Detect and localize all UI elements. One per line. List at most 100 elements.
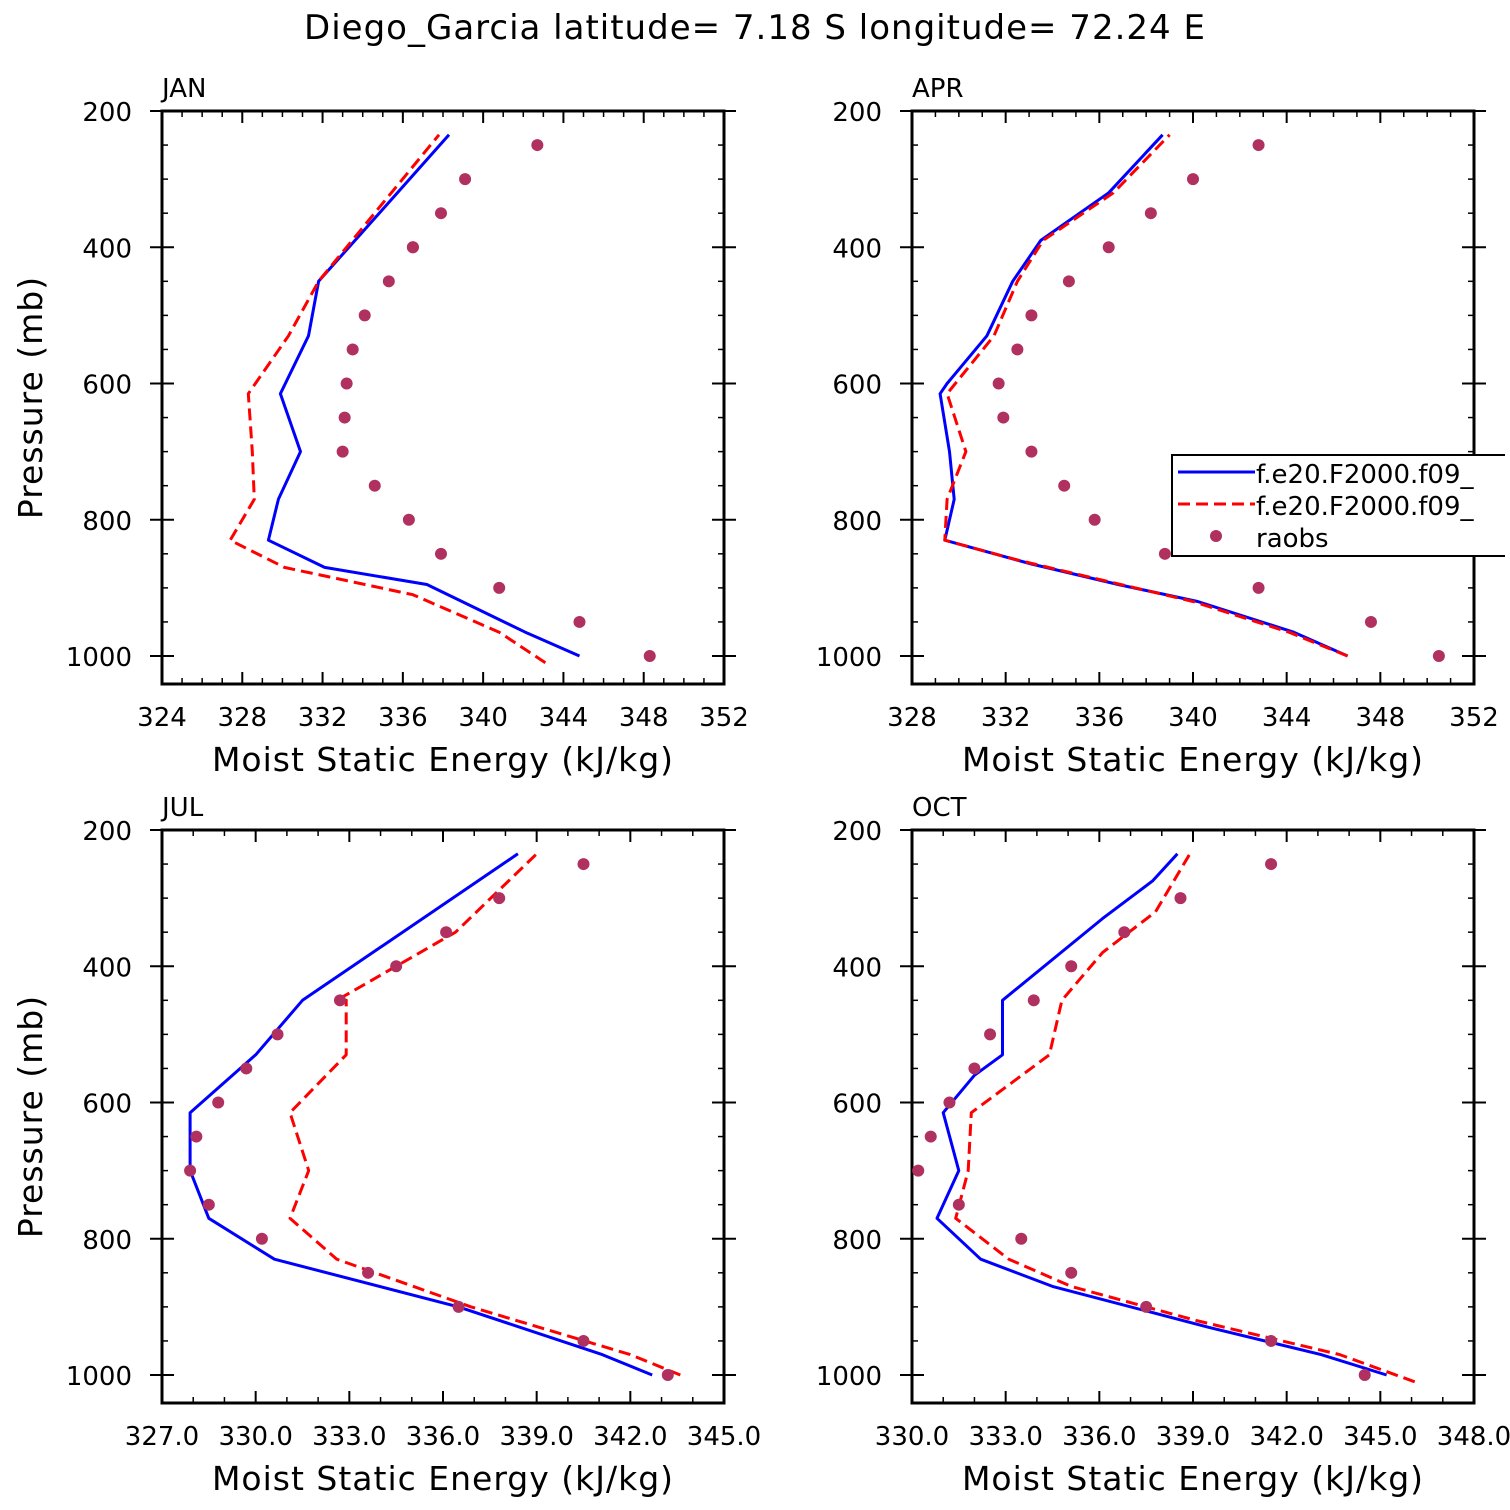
panel-oct: 330.0 333.0 336.0 339.0 342.0 345.0 348.0 200 40… [816, 793, 1510, 1498]
y-tick-label: 600 [832, 1090, 882, 1120]
raobs-point [1025, 309, 1038, 322]
raobs-point [362, 1266, 375, 1279]
raobs-point [1015, 1232, 1028, 1245]
raobs-point [493, 892, 506, 905]
raobs-point [1011, 343, 1024, 356]
legend-label-case1: f.e20.F2000.f09_ [1256, 460, 1474, 490]
y-axis-label: Pressure (mb) [11, 995, 50, 1238]
case1-line [935, 852, 1388, 1377]
x-tick-label: 339.0 [1156, 1422, 1230, 1452]
legend: f.e20.F2000.f09_ f.e20.F2000.f09_ raobs [1171, 454, 1505, 557]
x-tick-label: 330.0 [875, 1422, 949, 1452]
raobs-point [992, 377, 1005, 390]
y-tick-label: 800 [832, 1226, 882, 1256]
x-tick-label: 352 [1449, 703, 1499, 733]
y-tick-label: 1000 [66, 643, 132, 673]
raobs-point [402, 513, 415, 526]
raobs-point [212, 1096, 225, 1109]
x-tick-label: 348.0 [1437, 1422, 1510, 1452]
x-axis-label: Moist Static Energy (kJ/kg) [962, 740, 1424, 779]
legend-label-case2: f.e20.F2000.f09_ [1256, 492, 1474, 522]
panel-title-jan: JAN [160, 74, 206, 104]
case1-line [938, 133, 1349, 658]
raobs-point [661, 1369, 674, 1381]
raobs-point [943, 1096, 956, 1109]
raobs-point [271, 1028, 284, 1041]
raobs-point [338, 411, 351, 424]
raobs-point [493, 581, 506, 594]
raobs-point [184, 1164, 197, 1177]
raobs-point [1140, 1300, 1153, 1313]
y-tick-label: 400 [832, 234, 882, 264]
raobs-point [1088, 513, 1101, 526]
case1-line [188, 852, 653, 1377]
x-tick-label: 340 [458, 703, 508, 733]
x-tick-label: 342.0 [1249, 1422, 1323, 1452]
x-tick-label: 328 [217, 703, 267, 733]
x-tick-label: 336.0 [1062, 1422, 1136, 1452]
panel-title-jul: JUL [160, 793, 204, 823]
raobs-point [997, 411, 1010, 424]
y-tick-label: 400 [832, 953, 882, 983]
y-tick-label: 800 [832, 507, 882, 537]
raobs-point [1062, 275, 1075, 288]
raobs-point [1432, 650, 1445, 662]
x-tick-label: 328 [887, 703, 937, 733]
plot-frame [910, 109, 1476, 686]
raobs-point [984, 1028, 997, 1041]
raobs-point [1158, 547, 1171, 560]
raobs-point [346, 343, 359, 356]
x-axis-label: Moist Static Energy (kJ/kg) [212, 1459, 674, 1498]
raobs-point [240, 1062, 253, 1075]
raobs-point [434, 207, 447, 220]
raobs-point [340, 377, 353, 390]
x-tick-label: 352 [699, 703, 749, 733]
x-tick-label: 332 [981, 703, 1031, 733]
case2-line [288, 852, 681, 1377]
raobs-point [368, 479, 381, 492]
raobs-point [190, 1130, 203, 1143]
plot-frame [160, 109, 726, 686]
raobs-point [577, 858, 590, 871]
y-tick-label: 200 [82, 817, 132, 847]
x-tick-label: 342.0 [593, 1422, 667, 1452]
raobs-point [202, 1198, 215, 1211]
legend-swatch-raobs [1210, 530, 1222, 542]
y-tick-label: 600 [82, 1090, 132, 1120]
raobs-point [1144, 207, 1157, 220]
y-tick-label: 1000 [816, 643, 882, 673]
raobs-point [1252, 581, 1265, 594]
x-tick-label: 333.0 [312, 1422, 386, 1452]
raobs-point [440, 926, 453, 939]
y-tick-label: 200 [832, 98, 882, 128]
x-tick-label: 348 [1356, 703, 1406, 733]
raobs-point [434, 547, 447, 560]
raobs-point [459, 173, 472, 186]
x-tick-label: 344 [1262, 703, 1312, 733]
y-tick-label: 400 [82, 234, 132, 264]
panel-title-apr: APR [912, 74, 964, 104]
raobs-point [1252, 139, 1265, 152]
raobs-point [531, 139, 544, 152]
raobs-point [1027, 994, 1040, 1007]
raobs-point [912, 1164, 925, 1177]
x-tick-label: 345.0 [1343, 1422, 1417, 1452]
raobs-point [1118, 926, 1131, 939]
x-tick-label: 340 [1168, 703, 1218, 733]
y-tick-label: 200 [82, 98, 132, 128]
case2-line [943, 133, 1349, 658]
x-tick-label: 345.0 [687, 1422, 761, 1452]
panel-title-oct: OCT [912, 793, 967, 823]
raobs-point [1065, 960, 1078, 973]
panel-jan: 324 328 332 336 340 344 348 352 200 400 600 800 1000… [11, 74, 749, 779]
raobs-point [1187, 173, 1199, 186]
raobs-point [390, 960, 403, 973]
legend-label-raobs: raobs [1256, 524, 1329, 554]
y-tick-label: 800 [82, 507, 132, 537]
x-tick-label: 327.0 [125, 1422, 199, 1452]
raobs-point [1265, 858, 1278, 871]
x-axis-label: Moist Static Energy (kJ/kg) [212, 740, 674, 779]
x-axis-label: Moist Static Energy (kJ/kg) [962, 1459, 1424, 1498]
raobs-point [336, 445, 349, 458]
raobs-point [924, 1130, 937, 1143]
